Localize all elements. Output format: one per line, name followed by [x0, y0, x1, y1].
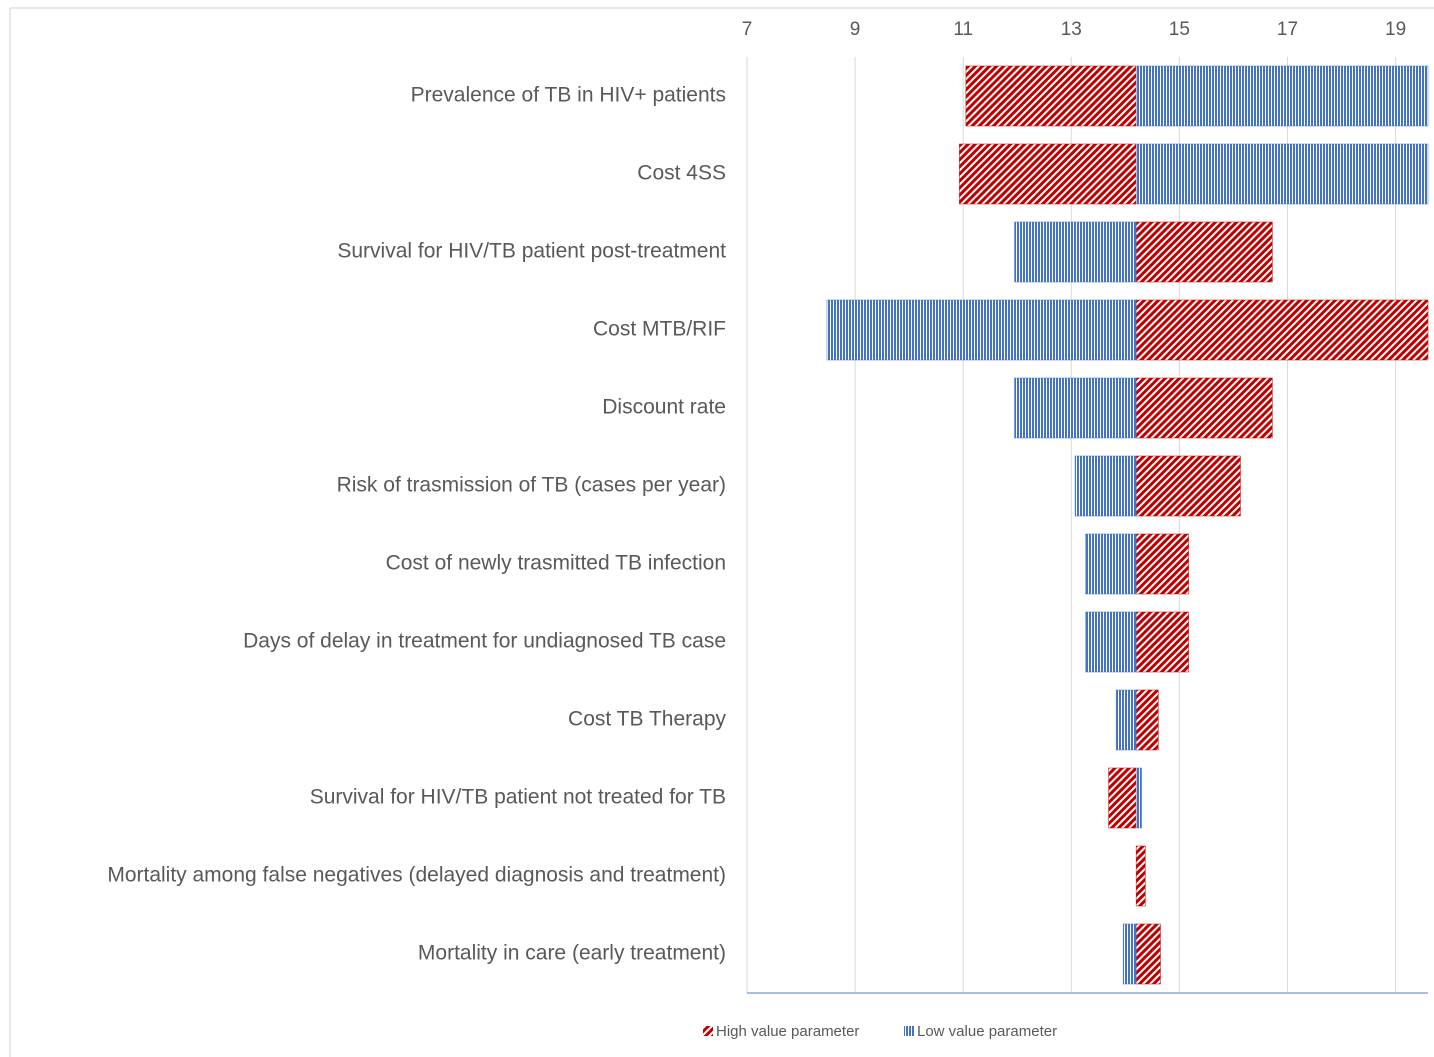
bar: [1135, 767, 1142, 829]
category-label: Cost TB Therapy: [568, 708, 726, 731]
bar: [1074, 455, 1137, 517]
bar: [1014, 221, 1137, 283]
category-label: Mortality in care (early treatment): [418, 942, 726, 965]
category-label: Survival for HIV/TB patient post-treatme…: [337, 240, 726, 263]
category-label: Risk of trasmission of TB (cases per yea…: [337, 474, 726, 497]
bar: [1115, 689, 1137, 751]
category-label: Mortality among false negatives (delayed…: [107, 864, 726, 887]
legend-swatch: [904, 1026, 914, 1036]
x-tick-label: 17: [1277, 19, 1298, 40]
bar: [1014, 377, 1137, 439]
bar: [1135, 143, 1429, 205]
bar: [1122, 923, 1137, 985]
category-label: Prevalence of TB in HIV+ patients: [411, 84, 726, 107]
bar: [1085, 533, 1137, 595]
category-label: Discount rate: [602, 396, 726, 419]
bar: [1135, 65, 1429, 127]
bar: [1085, 611, 1137, 673]
legend-label: Low value parameter: [917, 1023, 1057, 1040]
x-tick-label: 19: [1385, 19, 1406, 40]
category-label: Days of delay in treatment for undiagnos…: [243, 630, 726, 653]
bar: [1135, 923, 1161, 985]
bar: [965, 65, 1137, 127]
bar: [826, 299, 1137, 361]
x-tick-label: 11: [953, 19, 973, 40]
x-tick-label: 15: [1169, 19, 1190, 40]
bar: [1135, 299, 1429, 361]
bar: [1135, 455, 1241, 517]
bar: [1108, 767, 1137, 829]
bar: [1135, 689, 1159, 751]
legend-label: High value parameter: [716, 1023, 859, 1040]
category-label: Survival for HIV/TB patient not treated …: [310, 786, 726, 809]
bar: [1135, 611, 1189, 673]
category-label: Cost MTB/RIF: [593, 318, 726, 341]
category-label: Cost 4SS: [637, 162, 726, 185]
bar: [1135, 845, 1146, 907]
bar: [1135, 221, 1273, 283]
bar: [1135, 377, 1273, 439]
x-tick-label: 7: [742, 19, 753, 40]
category-label: Cost of newly trasmitted TB infection: [386, 552, 726, 575]
x-tick-label: 9: [850, 19, 861, 40]
bar: [1135, 533, 1189, 595]
legend-swatch: [703, 1026, 713, 1036]
bar: [959, 143, 1137, 205]
x-tick-label: 13: [1061, 19, 1082, 40]
